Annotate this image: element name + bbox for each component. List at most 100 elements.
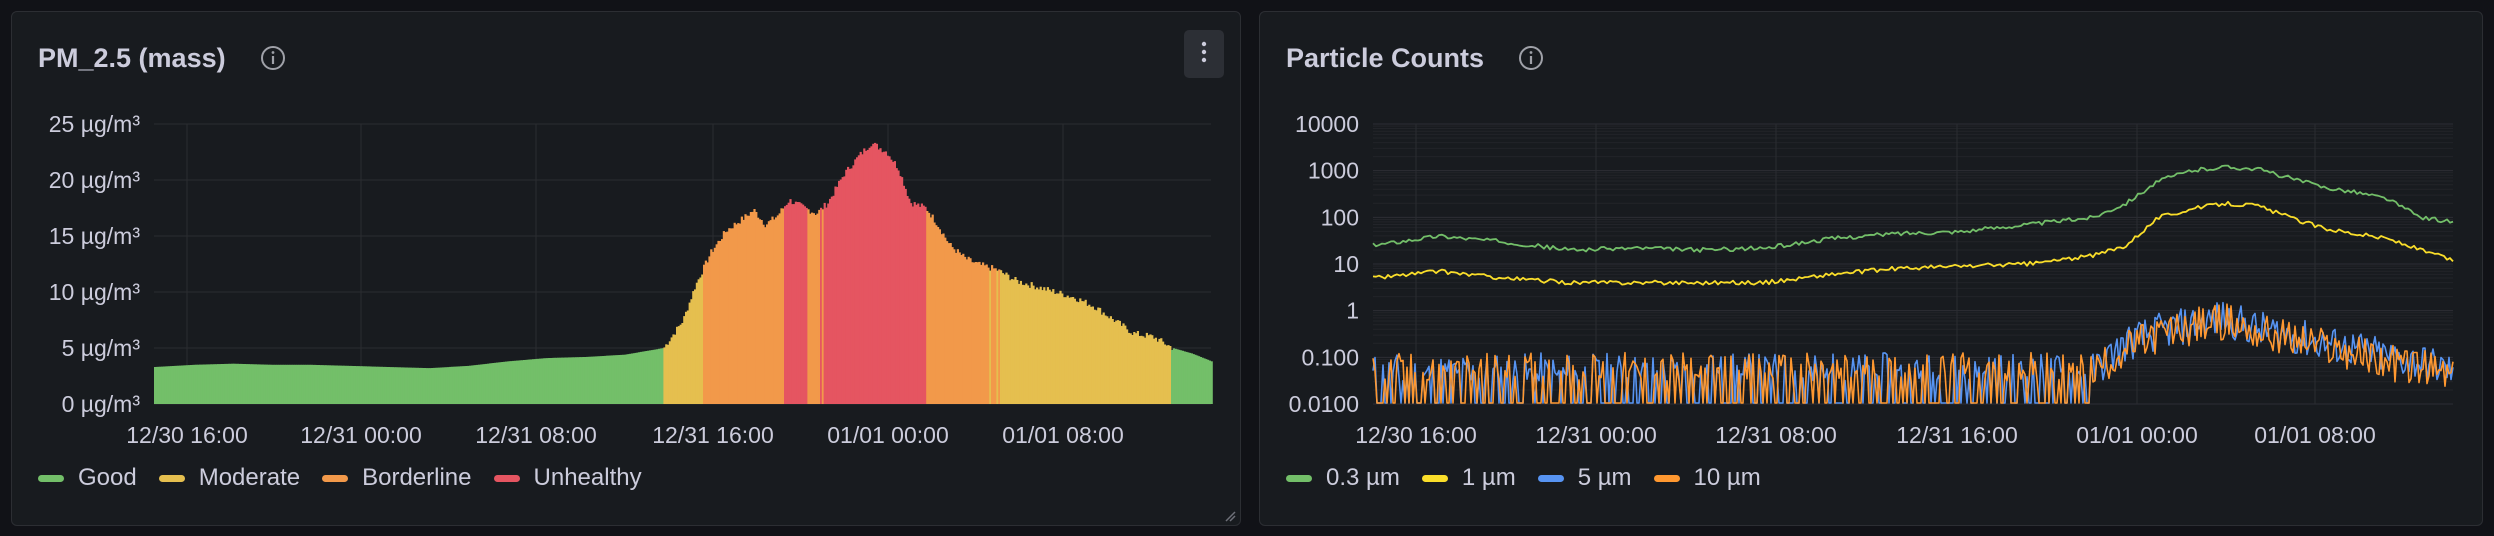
area-slice <box>1109 316 1112 404</box>
series-line <box>1372 200 2454 286</box>
area-slice <box>317 365 320 404</box>
area-slice <box>856 157 859 404</box>
legend-item[interactable]: Good <box>38 464 137 492</box>
kebab-menu-icon <box>1199 39 1209 70</box>
area-slice <box>188 365 191 404</box>
area-slice <box>987 267 990 404</box>
legend-label: Moderate <box>198 464 301 491</box>
area-slice <box>787 202 790 404</box>
area-slice <box>1057 293 1060 404</box>
area-slice <box>1153 338 1156 404</box>
area-slice <box>402 367 405 404</box>
area-slice <box>314 364 317 404</box>
area-slice <box>456 366 459 404</box>
legend-item[interactable]: Borderline <box>322 464 472 492</box>
legend-item[interactable]: Unhealthy <box>493 464 642 492</box>
area-slice <box>533 359 536 404</box>
area-slice <box>879 148 882 404</box>
area-slice <box>182 365 185 404</box>
area-slice <box>353 366 356 404</box>
area-slice <box>1068 297 1071 404</box>
area-slice <box>294 364 297 404</box>
panel-menu-button[interactable] <box>1184 30 1224 78</box>
area-slice <box>1181 350 1184 404</box>
area-slice <box>1178 349 1181 404</box>
area-slice <box>721 239 724 404</box>
area-slice <box>872 143 875 405</box>
area-slice <box>564 357 567 404</box>
area-slice <box>449 366 452 404</box>
area-slice <box>220 364 223 404</box>
area-slice <box>1014 277 1017 404</box>
legend-label: 0.3 µm <box>1326 464 1400 491</box>
area-slice <box>983 265 986 404</box>
area-slice <box>942 233 945 404</box>
area-slice <box>949 243 952 404</box>
area-slice <box>1145 332 1148 404</box>
legend-item[interactable]: Moderate <box>158 464 301 492</box>
area-slice <box>260 364 263 404</box>
area-slice <box>447 367 450 404</box>
series-line <box>1372 164 2454 253</box>
area-slice <box>607 355 610 404</box>
area-slice <box>1019 280 1022 404</box>
area-slice <box>175 365 178 404</box>
area-slice <box>688 302 691 404</box>
area-slice <box>157 366 160 404</box>
area-slice <box>1126 329 1129 404</box>
particle-legend: 0.3 µm 1 µm 5 µm 10 µm <box>1286 464 1783 492</box>
area-slice <box>285 364 288 404</box>
info-circle-icon[interactable] <box>1516 43 1546 73</box>
area-slice <box>863 148 866 404</box>
area-slice <box>640 351 643 404</box>
area-slice <box>672 334 675 404</box>
resize-handle-icon[interactable] <box>1224 509 1236 522</box>
area-slice <box>1077 302 1080 404</box>
area-slice <box>929 217 932 404</box>
area-slice <box>704 260 707 404</box>
area-slice <box>371 366 374 404</box>
area-slice <box>643 351 646 404</box>
area-slice <box>937 227 940 404</box>
area-slice <box>811 212 814 404</box>
area-slice <box>1106 316 1109 404</box>
area-slice <box>316 365 319 404</box>
area-slice <box>582 357 585 404</box>
area-slice <box>397 367 400 404</box>
area-slice <box>170 366 173 404</box>
area-slice <box>1043 287 1046 404</box>
area-slice <box>458 366 461 404</box>
area-slice <box>798 202 801 404</box>
legend-item[interactable]: 10 µm <box>1653 464 1761 492</box>
area-slice <box>1061 293 1064 404</box>
area-slice <box>911 206 914 404</box>
y-tick-label: 0.100 <box>1301 344 1359 370</box>
area-slice <box>1163 344 1166 404</box>
area-slice <box>958 252 961 404</box>
area-slice <box>515 360 518 404</box>
info-circle-icon[interactable] <box>258 43 288 73</box>
area-slice <box>641 351 644 404</box>
area-slice <box>726 231 729 404</box>
legend-item[interactable]: 0.3 µm <box>1286 464 1400 492</box>
area-slice <box>600 356 603 404</box>
area-slice <box>823 202 826 404</box>
area-slice <box>155 366 158 404</box>
area-slice <box>917 203 920 404</box>
area-slice <box>760 220 763 404</box>
area-slice <box>888 156 891 404</box>
legend-item[interactable]: 5 µm <box>1537 464 1632 492</box>
area-slice <box>1108 318 1111 404</box>
legend-swatch <box>38 474 64 482</box>
area-slice <box>487 363 490 404</box>
area-slice <box>994 268 997 404</box>
area-slice <box>1201 357 1204 404</box>
area-slice <box>868 147 871 405</box>
area-slice <box>348 365 351 404</box>
area-slice <box>1032 285 1035 404</box>
area-slice <box>427 368 430 404</box>
area-slice <box>366 366 369 404</box>
area-slice <box>1055 293 1058 404</box>
area-slice <box>800 203 803 404</box>
legend-item[interactable]: 1 µm <box>1421 464 1516 492</box>
